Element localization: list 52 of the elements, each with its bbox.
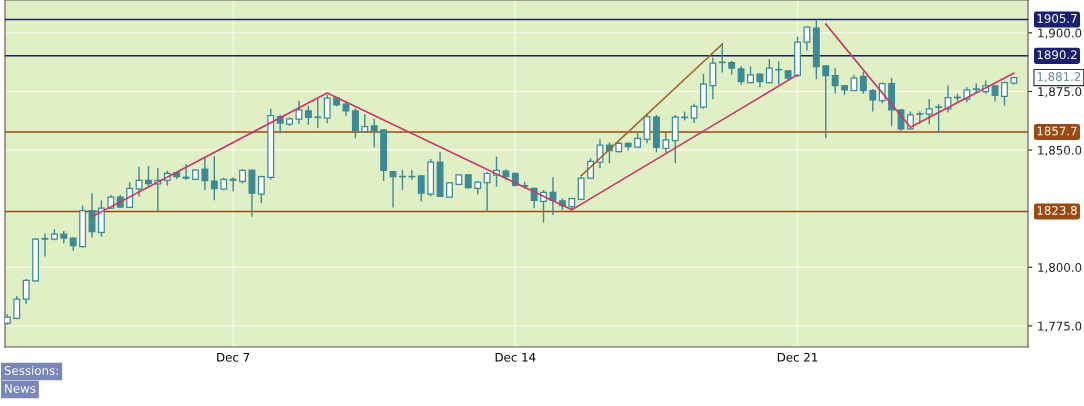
y-tick-label: 1,775.0: [1038, 321, 1082, 332]
candlestick: [737, 65, 745, 86]
candlestick: [671, 114, 679, 164]
candlestick: [916, 110, 924, 125]
candlestick: [182, 163, 190, 181]
ref-line-label: 1890.2: [1037, 50, 1077, 60]
candlestick: [700, 73, 707, 110]
y-tick-label: 1,875.0: [1038, 87, 1082, 98]
candlestick: [869, 88, 877, 113]
text: 1,881.2: [1037, 72, 1081, 83]
candlestick: [775, 60, 783, 86]
candlestick: [662, 131, 670, 154]
candlestick: [370, 118, 378, 149]
candlestick: [135, 166, 143, 198]
ref-line-label: 1905.7: [1037, 13, 1077, 23]
candlestick: [126, 181, 134, 209]
candlestick: [925, 98, 933, 125]
candlestick: [145, 165, 152, 188]
candlestick: [1001, 80, 1008, 107]
candlestick: [257, 174, 265, 204]
candlestick: [417, 174, 425, 203]
candlestick: [859, 70, 867, 95]
candlestick: [248, 169, 256, 218]
y-tick-label: 1,900.0: [1038, 28, 1082, 39]
text: Sessions:: [4, 365, 58, 375]
candlestick: [323, 94, 331, 125]
x-tick-label: Dec 7: [217, 352, 250, 362]
candlestick: [41, 232, 49, 258]
candlestick: [935, 103, 943, 134]
x-tick-label: Dec 14: [495, 352, 536, 362]
text: News: [5, 384, 36, 393]
candlestick: [351, 107, 359, 140]
candlestick: [765, 58, 773, 84]
candlestick: [22, 278, 30, 305]
candlestick: [822, 64, 830, 140]
candlestick: [483, 171, 491, 213]
ref-line-label: 1857.7: [1037, 126, 1077, 136]
candlestick: [831, 67, 839, 95]
candlestick: [389, 170, 397, 209]
candlestick: [718, 42, 726, 74]
candlestick: [229, 176, 237, 193]
candlestick: [314, 98, 322, 129]
candlestick: [201, 157, 209, 191]
candlestick: [304, 105, 312, 126]
y-tick-label: 1,800.0: [1038, 263, 1082, 274]
candlestick: [709, 56, 717, 100]
candlestick: [295, 100, 303, 125]
candlestick: [210, 155, 218, 201]
ref-line-label: 1823.8: [1037, 205, 1077, 215]
y-tick-label: 1,850.0: [1038, 145, 1082, 156]
x-tick-label: Dec 21: [777, 352, 818, 362]
candlestick: [690, 103, 698, 124]
